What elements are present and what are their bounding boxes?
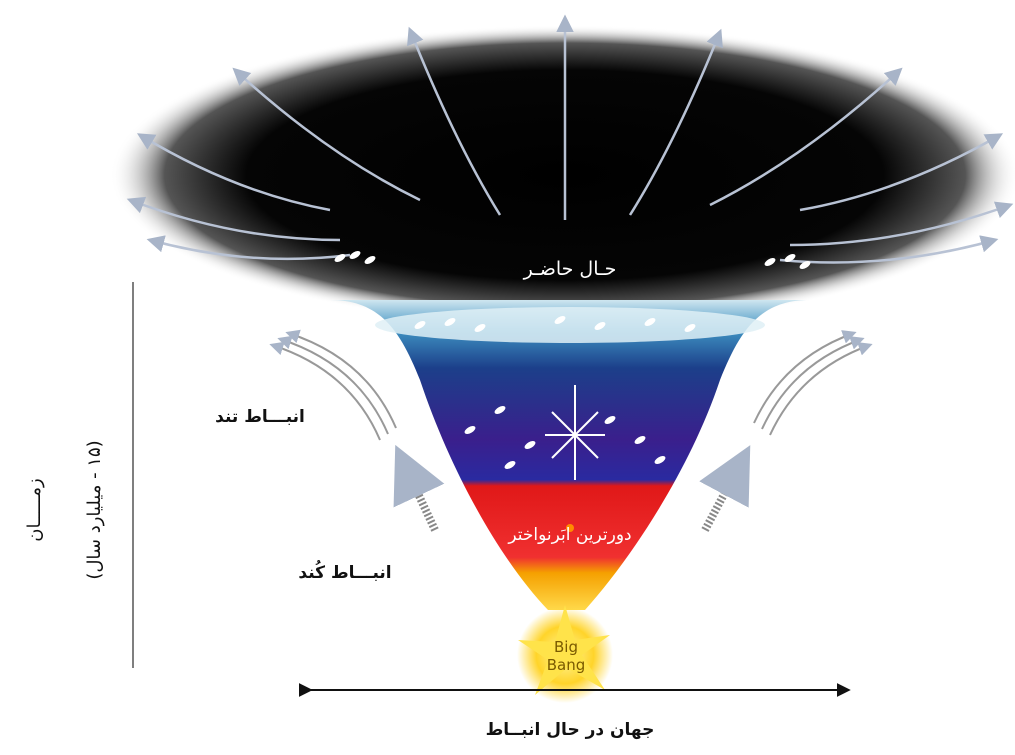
funnel <box>330 300 810 610</box>
time-span-label: (۱۵ - میلیارد سال) <box>84 440 105 579</box>
galaxy <box>784 254 796 262</box>
expanding-universe-label: جهان در حال انبــاط <box>486 720 655 740</box>
supernova-dot <box>566 524 574 532</box>
ray <box>789 201 1014 247</box>
side-arrow <box>285 329 397 429</box>
galaxy <box>594 322 606 330</box>
galaxy <box>474 324 486 332</box>
galaxy <box>684 324 696 332</box>
side-arrow <box>699 445 751 532</box>
ray <box>146 235 351 261</box>
side-arrow <box>769 342 873 436</box>
big-bang-label: Bang <box>547 656 586 674</box>
galaxy <box>799 261 811 269</box>
galaxy <box>364 256 376 264</box>
galaxy <box>414 321 426 329</box>
galaxy <box>554 316 566 324</box>
galaxy <box>634 436 646 444</box>
ray <box>137 133 331 212</box>
supernova <box>545 385 605 480</box>
ray <box>628 28 723 216</box>
side-arrows <box>269 329 873 532</box>
galaxies <box>334 251 811 469</box>
present-universe <box>110 25 1015 325</box>
galaxy <box>644 318 656 326</box>
ray <box>126 196 341 242</box>
galaxy <box>654 456 666 464</box>
ray <box>799 133 1004 212</box>
side-arrow <box>753 330 857 424</box>
galaxy <box>494 406 506 414</box>
galaxy <box>349 251 361 259</box>
ray <box>232 67 421 202</box>
ray <box>407 26 502 216</box>
time-label: زمـــــان <box>24 478 45 541</box>
side-arrow <box>761 336 865 430</box>
fast-expansion-label: انبـــاط تند <box>215 407 305 427</box>
galaxy <box>604 416 616 424</box>
galaxy <box>444 318 456 326</box>
funnel-rim <box>375 307 765 343</box>
big-bang-label: Big <box>554 638 578 656</box>
ray <box>709 67 903 207</box>
slow-expansion-label: انبـــاط کُند <box>298 560 391 583</box>
galaxy <box>524 441 536 449</box>
side-arrow <box>393 444 445 532</box>
galaxy <box>464 426 476 434</box>
galaxy <box>504 461 516 469</box>
present-label: حـال حاضـر <box>523 258 617 280</box>
supernova-label: دورترین ابَرنواختر <box>507 525 631 545</box>
big-bang-star <box>518 605 610 695</box>
side-arrow <box>277 335 389 435</box>
galaxy <box>764 258 776 266</box>
side-arrow <box>269 341 381 441</box>
galaxy <box>334 254 346 262</box>
